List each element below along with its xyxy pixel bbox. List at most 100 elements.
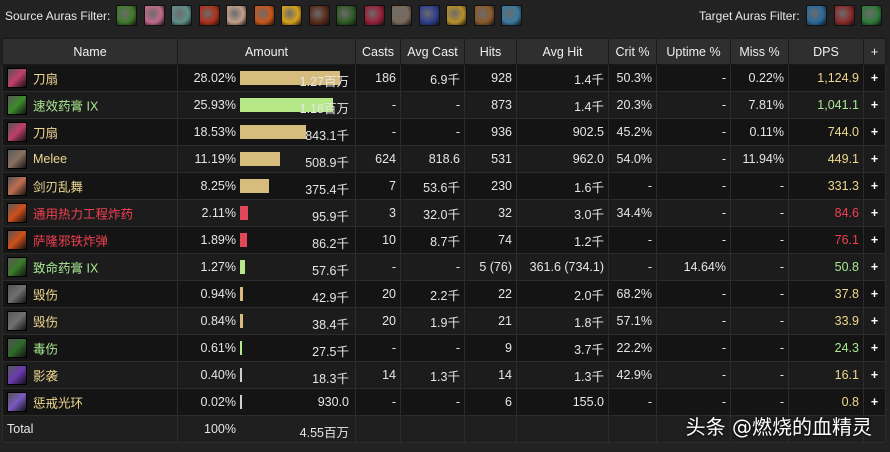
header-miss[interactable]: Miss % — [730, 38, 789, 65]
table-row[interactable]: 毁伤 0.84% 38.4千 20 1.9千 21 1.8千 57.1% - -33.9 + — [2, 307, 886, 335]
expand-row-button[interactable]: + — [863, 334, 886, 362]
uptime-value: - — [656, 118, 731, 146]
header-hits[interactable]: Hits — [464, 38, 517, 65]
amount-bar — [240, 233, 247, 247]
header-dps[interactable]: DPS — [788, 38, 864, 65]
dps-value: 50.8 — [788, 253, 864, 281]
golden-beast-icon[interactable] — [446, 5, 467, 26]
red-arrow-icon[interactable] — [833, 5, 855, 26]
spell-name-cell[interactable]: Melee — [2, 145, 178, 173]
totem-face-icon[interactable] — [171, 5, 192, 26]
table-row[interactable]: 致命药膏 IX 1.27% 57.6千 - -5 (76) 361.6 (734.1) -1… — [2, 253, 886, 281]
crit-value: 20.3% — [608, 91, 657, 119]
dps-value: 0.8 — [788, 388, 864, 416]
blue-shield-icon[interactable] — [418, 5, 440, 26]
header-crit[interactable]: Crit % — [608, 38, 657, 65]
table-row[interactable]: Melee 11.19% 508.9千 624 818.6 531 962.0 54.0% -1… — [2, 145, 886, 173]
dps-value: 16.1 — [788, 361, 864, 389]
crossed-blade-icon[interactable] — [226, 5, 247, 26]
spell-name-cell[interactable]: 惩戒光环 — [2, 388, 178, 416]
header-casts[interactable]: Casts — [355, 38, 401, 65]
table-row[interactable]: 毁伤 0.94% 42.9千 20 2.2千 22 2.0千 68.2% - -37.8 + — [2, 280, 886, 308]
percent-value: 8.25% — [200, 179, 236, 193]
spell-name: 毁伤 — [33, 315, 59, 330]
expand-row-button[interactable]: + — [863, 145, 886, 173]
green-fang-icon — [7, 257, 27, 277]
spell-name-cell[interactable]: 速效药膏 IX — [2, 91, 178, 119]
casts-value: 7 — [355, 172, 401, 200]
spell-name-cell[interactable]: 毒伤 — [2, 334, 178, 362]
total-empty — [608, 415, 657, 443]
expand-row-button[interactable]: + — [863, 388, 886, 416]
avg-cast-value: 818.6 — [400, 145, 465, 173]
green-spikes-icon[interactable] — [861, 5, 882, 26]
brown-mask-icon[interactable] — [473, 5, 495, 26]
beast-paw-icon[interactable] — [391, 5, 412, 26]
header-avg-hit[interactable]: Avg Hit — [516, 38, 609, 65]
table-row[interactable]: 速效药膏 IX 25.93% 1.18百万 - -873 1.4千 20.3% -7.81% 1… — [2, 91, 886, 119]
expand-row-button[interactable]: + — [863, 172, 886, 200]
crit-value: 34.4% — [608, 199, 657, 227]
golden-sun-icon[interactable] — [281, 5, 302, 26]
header-name[interactable]: Name — [2, 38, 178, 65]
avg-cast-value: 53.6千 — [400, 172, 465, 200]
table-row[interactable]: 刀扇 28.02% 1.27百万 186 6.9千 928 1.4千 50.3% -0.22% 1… — [2, 64, 886, 92]
percent-value: 0.61% — [200, 341, 236, 355]
table-row[interactable]: 剑刃乱舞 8.25% 375.4千 7 53.6千 230 1.6千 - - -331.3 + — [2, 172, 886, 200]
spell-name-cell[interactable]: 剑刃乱舞 — [2, 172, 178, 200]
percent-value: 1.89% — [200, 233, 236, 247]
expand-row-button[interactable]: + — [863, 361, 886, 389]
spell-name-cell[interactable]: 刀扇 — [2, 64, 178, 92]
spell-name-cell[interactable]: 毁伤 — [2, 307, 178, 335]
blue-vortex-icon[interactable] — [806, 5, 827, 26]
watermark: 头条 @燃烧的血精灵 — [685, 415, 872, 439]
expand-row-button[interactable]: + — [863, 199, 886, 227]
spell-name-cell[interactable]: 毁伤 — [2, 280, 178, 308]
amount-value: 375.4千 — [305, 183, 349, 197]
dark-claw-icon[interactable] — [308, 5, 330, 26]
avg-hit-value: 1.6千 — [516, 172, 609, 200]
dps-value: 84.6 — [788, 199, 864, 227]
pink-flower-icon[interactable] — [143, 5, 165, 26]
spell-name-cell[interactable]: 萨隆邪铁炸弹 — [2, 226, 178, 254]
casts-value: 186 — [355, 64, 401, 92]
amount-value: 27.5千 — [312, 345, 349, 359]
avg-cast-value: 6.9千 — [400, 64, 465, 92]
red-wing-icon[interactable] — [198, 5, 220, 26]
uptime-value: - — [656, 172, 731, 200]
spell-name-cell[interactable]: 刀扇 — [2, 118, 178, 146]
expand-row-button[interactable]: + — [863, 226, 886, 254]
dps-value: 37.8 — [788, 280, 864, 308]
fire-bottle-icon[interactable] — [253, 5, 275, 26]
header-avg-cast[interactable]: Avg Cast — [400, 38, 465, 65]
expand-row-button[interactable]: + — [863, 91, 886, 119]
uptime-value: 14.64% — [656, 253, 731, 281]
hits-value: 936 — [464, 118, 517, 146]
header-amount[interactable]: Amount — [177, 38, 356, 65]
avg-hit-value: 361.6 (734.1) — [516, 253, 609, 281]
table-row[interactable]: 萨隆邪铁炸弹 1.89% 86.2千 10 8.7千 74 1.2千 - - -76.1 + — [2, 226, 886, 254]
expand-row-button[interactable]: + — [863, 118, 886, 146]
header-uptime[interactable]: Uptime % — [656, 38, 731, 65]
amount-cell: 0.84% 38.4千 — [177, 307, 356, 335]
table-row[interactable]: 影袭 0.40% 18.3千 14 1.3千 14 1.3千 42.9% - -16.1 + — [2, 361, 886, 389]
header-plus-button[interactable]: + — [863, 38, 886, 65]
expand-row-button[interactable]: + — [863, 280, 886, 308]
green-claw-icon — [7, 338, 27, 358]
blue-crystal-icon[interactable] — [501, 5, 522, 26]
spell-name-cell[interactable]: 通用热力工程炸药 — [2, 199, 178, 227]
expand-row-button[interactable]: + — [863, 253, 886, 281]
expand-row-button[interactable]: + — [863, 64, 886, 92]
spell-name-cell[interactable]: 影袭 — [2, 361, 178, 389]
table-row[interactable]: 毒伤 0.61% 27.5千 - -9 3.7千 22.2% - -24.3 + — [2, 334, 886, 362]
table-row[interactable]: 刀扇 18.53% 843.1千 - -936 902.5 45.2% -0.11% 744.0… — [2, 118, 886, 146]
crit-value: - — [608, 388, 657, 416]
table-row[interactable]: 惩戒光环 0.02% 930.0- -6 155.0- - -0.8 + — [2, 388, 886, 416]
expand-row-button[interactable]: + — [863, 307, 886, 335]
green-swirl-icon[interactable] — [116, 5, 137, 26]
crimson-fang-icon[interactable] — [363, 5, 385, 26]
spell-name-cell[interactable]: 致命药膏 IX — [2, 253, 178, 281]
table-row[interactable]: 通用热力工程炸药 2.11% 95.9千 3 32.0千 32 3.0千 34.4% - -84.… — [2, 199, 886, 227]
green-scythe-icon[interactable] — [336, 5, 357, 26]
miss-value: - — [730, 307, 789, 335]
